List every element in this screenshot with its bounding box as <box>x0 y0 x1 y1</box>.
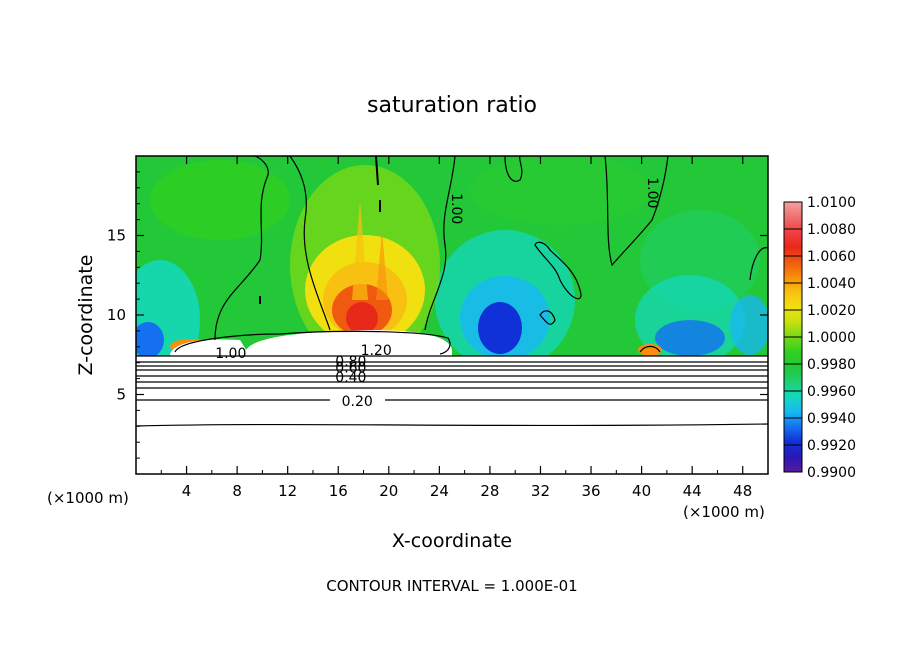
contour-line <box>639 345 661 353</box>
plume-streak <box>376 230 388 300</box>
colorbar-tick-label: 0.9980 <box>807 357 856 373</box>
contour-line <box>534 241 582 300</box>
x-tick-label: 32 <box>531 482 550 500</box>
contour-label: 0.40 <box>335 370 366 386</box>
blue-region <box>478 302 522 354</box>
colorbar-tick-label: 0.9940 <box>807 411 856 427</box>
x-tick-label: 24 <box>430 482 449 500</box>
contour-line <box>504 156 523 182</box>
colorbar-tick-label: 1.0080 <box>807 222 856 238</box>
contour-labels: 1.00 1.200.800.600.40 0.20 1.00 1.00 <box>215 177 660 410</box>
heatmap-field <box>136 156 768 474</box>
field-patch <box>470 156 650 225</box>
colorbar-tick-label: 0.9920 <box>807 438 856 454</box>
x-tick-label: 40 <box>632 482 651 500</box>
colorbar-tick-label: 0.9900 <box>807 465 856 481</box>
colorbar-tick-label: 0.9960 <box>807 384 856 400</box>
x-tick-label: 4 <box>182 482 192 500</box>
x-unit-label-right: (×1000 m) <box>683 503 765 521</box>
x-unit-label: (×1000 m) <box>47 489 129 507</box>
colorbar-tick-label: 1.0040 <box>807 276 856 292</box>
colorbar-tick-label: 1.0000 <box>807 330 856 346</box>
cyan-region <box>730 295 768 355</box>
colorbar-tick-label: 1.0100 <box>807 195 856 211</box>
contour-label: 0.80 <box>335 354 366 370</box>
contour-line <box>604 156 669 267</box>
contour-lines <box>136 156 768 427</box>
y-axis-label: Z-coordinate <box>75 255 97 376</box>
x-tick-label: 44 <box>683 482 702 500</box>
x-tick-label: 20 <box>379 482 398 500</box>
y-tick-label: 10 <box>107 306 126 324</box>
y-tick-label: 5 <box>116 386 126 404</box>
x-tick-label: 48 <box>733 482 752 500</box>
contour-label: 1.00 <box>215 346 246 362</box>
blue-region <box>136 322 164 358</box>
contour-label: 0.60 <box>335 360 366 376</box>
x-tick-label: 36 <box>581 482 600 500</box>
field-patch <box>150 160 290 240</box>
contour-line <box>289 156 331 331</box>
x-tick-label: 28 <box>480 482 499 500</box>
colorbar-tick-label: 1.0020 <box>807 303 856 319</box>
lower-layer <box>136 356 768 474</box>
contour-line <box>424 156 456 331</box>
cloud-region <box>245 330 452 356</box>
contour-label: 1.00 <box>448 193 464 224</box>
colorbar: 0.9900 0.9920 0.9940 0.9960 0.9980 1.0000 1.00… <box>783 195 856 481</box>
blue-region <box>655 320 725 356</box>
x-tick-label: 12 <box>278 482 297 500</box>
contour-interval-footer: CONTOUR INTERVAL = 1.000E-01 <box>326 577 577 595</box>
y-tick-label: 15 <box>107 227 126 245</box>
x-tick-label: 8 <box>232 482 242 500</box>
contour-label: 0.20 <box>342 394 373 410</box>
plume-streak <box>352 200 368 300</box>
x-axis-ticks: 4 8 12 16 20 24 28 32 36 40 44 48 <box>160 156 752 500</box>
contour-line <box>136 423 768 427</box>
contour-line <box>539 310 556 325</box>
x-axis-label: X-coordinate <box>392 530 512 552</box>
contour-line <box>214 156 269 341</box>
colorbar-ticks: 0.9900 0.9920 0.9940 0.9960 0.9980 1.0000 1.00… <box>784 195 856 481</box>
x-tick-label: 16 <box>329 482 348 500</box>
colorbar-tick-label: 1.0060 <box>807 249 856 265</box>
contour-line <box>375 156 381 212</box>
y-axis-ticks: 5 10 15 <box>107 171 768 459</box>
small-warm-patch <box>638 344 662 356</box>
plume-red <box>346 302 378 334</box>
contour-label: 1.00 <box>644 177 660 208</box>
contour-label: 1.20 <box>361 343 392 359</box>
contour-line <box>749 247 768 281</box>
chart-title: saturation ratio <box>367 93 537 118</box>
